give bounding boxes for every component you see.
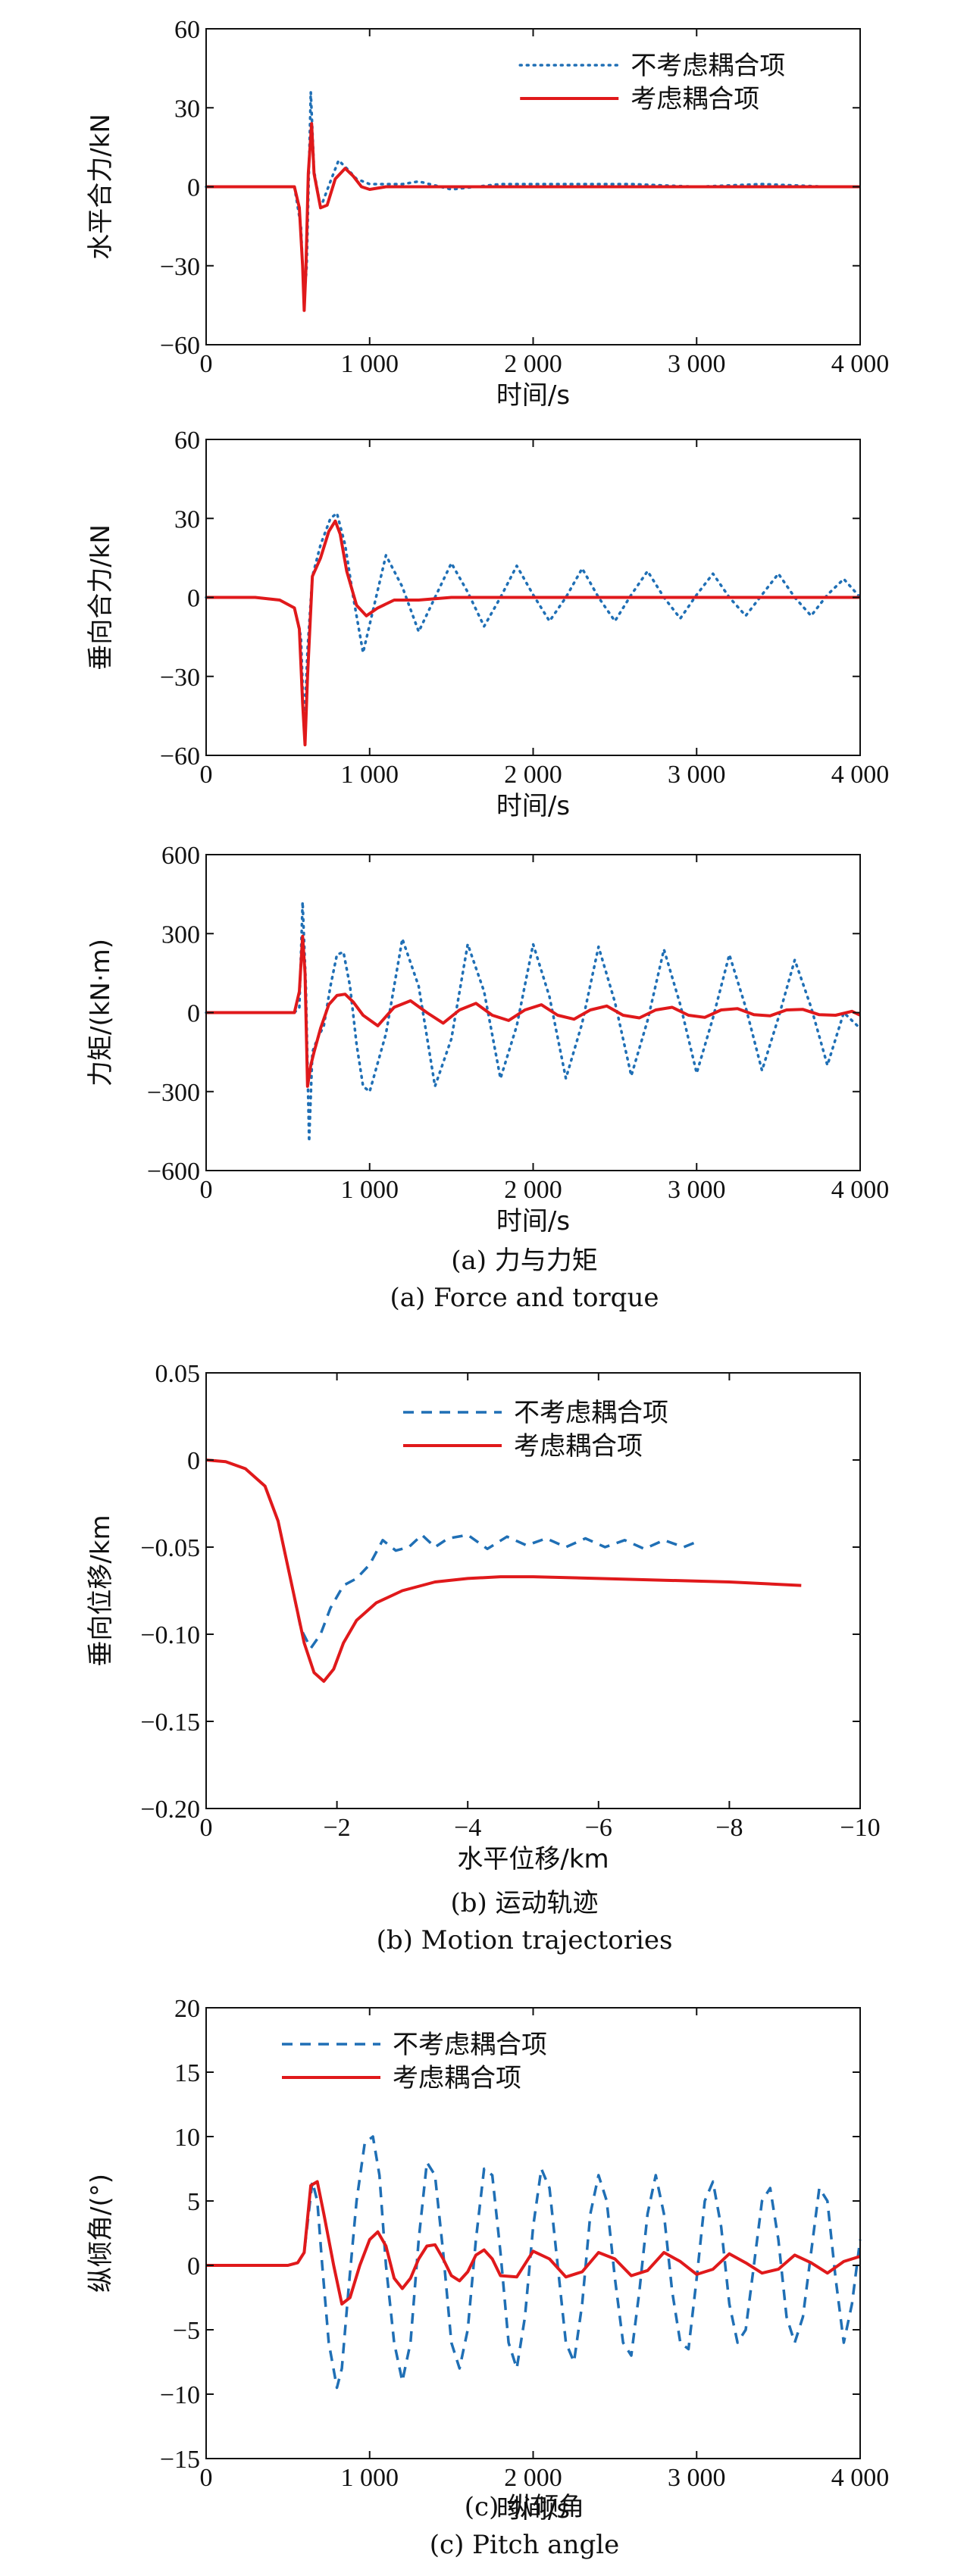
y-tick-label: −60 — [160, 742, 200, 771]
x-tick-label: 2 000 — [504, 1176, 562, 1204]
y-tick-label: −0.20 — [140, 1796, 200, 1824]
x-tick-label: 4 000 — [831, 350, 890, 378]
y-tick-label: −30 — [160, 253, 200, 281]
y-tick-label: 30 — [174, 95, 200, 123]
y-tick-label: 600 — [161, 842, 200, 870]
y-tick-label: 0 — [187, 174, 200, 202]
series-line-coupled — [206, 2180, 861, 2306]
x-tick-label: 4 000 — [831, 1176, 890, 1204]
series-line-uncoupled — [205, 1458, 697, 1650]
series-line-uncoupled — [206, 2135, 862, 2390]
y-axis-label: 力矩/(kN·m) — [86, 939, 116, 1086]
legend-label: 考虑耦合项 — [514, 1431, 643, 1462]
y-tick-label: 15 — [174, 2059, 200, 2087]
y-axis-label: 水平合力/kN — [86, 114, 116, 260]
y-tick-label: −15 — [160, 2446, 200, 2474]
caption-c-en: (c) Pitch angle — [430, 2530, 619, 2560]
x-tick-label: 0 — [200, 2464, 213, 2492]
y-tick-label: 0 — [187, 2252, 200, 2281]
x-axis-label: 时间/s — [496, 791, 570, 821]
y-tick-label: 60 — [174, 427, 200, 455]
x-tick-label: 0 — [200, 350, 213, 378]
caption-b-cn: (b) 运动轨迹 — [450, 1888, 598, 1918]
y-tick-label: 0 — [187, 585, 200, 613]
y-tick-label: −30 — [160, 664, 200, 692]
y-axis-label: 垂向合力/kN — [86, 524, 116, 671]
x-tick-label: 1 000 — [341, 1176, 399, 1204]
x-tick-label: 2 000 — [504, 2464, 562, 2492]
x-axis-label: 时间/s — [496, 2494, 570, 2524]
y-tick-label: −600 — [147, 1158, 200, 1186]
caption-b-en: (b) Motion trajectories — [377, 1925, 673, 1955]
x-tick-label: 4 000 — [831, 761, 890, 789]
legend-label: 考虑耦合项 — [393, 2063, 521, 2093]
y-tick-label: 20 — [174, 1995, 200, 2023]
y-axis-label: 纵倾角/(°) — [86, 2174, 116, 2293]
caption-a-cn: (a) 力与力矩 — [451, 1246, 598, 1276]
y-tick-label: −300 — [147, 1079, 200, 1107]
y-tick-label: −0.05 — [140, 1534, 200, 1562]
y-tick-label: 30 — [174, 505, 200, 533]
x-tick-label: −4 — [454, 1814, 481, 1842]
x-tick-label: −6 — [585, 1814, 612, 1842]
x-tick-label: 0 — [200, 761, 213, 789]
x-tick-label: −10 — [840, 1814, 880, 1842]
x-tick-label: 3 000 — [668, 2464, 726, 2492]
x-axis-label: 时间/s — [496, 380, 570, 411]
y-tick-label: 0 — [187, 1000, 200, 1028]
x-tick-label: 3 000 — [668, 350, 726, 378]
plot-frame — [205, 1372, 861, 1809]
y-tick-label: −0.15 — [140, 1708, 200, 1737]
x-tick-label: 3 000 — [668, 1176, 726, 1204]
series-line-coupled — [206, 519, 860, 747]
x-axis-label: 时间/s — [496, 1206, 570, 1236]
y-tick-label: −0.10 — [140, 1621, 200, 1649]
plot-frame — [205, 854, 861, 1171]
x-tick-label: −8 — [715, 1814, 743, 1842]
legend-label: 不考虑耦合项 — [514, 1398, 668, 1428]
x-tick-label: −2 — [324, 1814, 351, 1842]
series-line-coupled — [206, 934, 861, 1088]
chart-panel-c: 0 1 000 2 000 3 000 4 000 −15 −10 −5 0 5 10 15 20 时间/… — [86, 1995, 889, 2524]
x-tick-label: 1 000 — [341, 2464, 399, 2492]
y-tick-label: −10 — [160, 2381, 200, 2409]
caption-c-cn: (c) 纵倾角 — [465, 2492, 584, 2522]
y-tick-label: 0.05 — [155, 1360, 201, 1388]
y-tick-label: 10 — [174, 2124, 200, 2152]
y-axis-label: 垂向位移/km — [86, 1515, 116, 1666]
x-tick-label: 0 — [200, 1176, 213, 1204]
y-tick-label: 5 — [187, 2188, 200, 2216]
y-tick-label: 0 — [187, 1447, 200, 1475]
legend-label: 不考虑耦合项 — [631, 51, 785, 81]
series-line-coupled — [206, 122, 860, 312]
x-tick-label: 0 — [200, 1814, 213, 1842]
y-tick-label: −60 — [160, 332, 200, 360]
caption-a-en: (a) Force and torque — [390, 1283, 659, 1313]
x-axis-label: 水平位移/km — [457, 1844, 609, 1874]
x-tick-label: 1 000 — [341, 350, 399, 378]
y-tick-label: 60 — [174, 16, 200, 44]
x-tick-label: 4 000 — [831, 2464, 890, 2492]
legend-label: 不考虑耦合项 — [393, 2030, 547, 2060]
chart-panel-a3: 0 1 000 2 000 3 000 4 000 −600 −300 0 300 600 时间/s… — [86, 842, 889, 1236]
y-tick-label: −5 — [173, 2317, 200, 2345]
x-tick-label: 3 000 — [668, 761, 726, 789]
y-tick-label: 300 — [161, 921, 200, 949]
chart-panel-b: 0 −2 −4 −6 −8 −10 0.05 0 −0.05 −0.10 −0.15 −0.20 水平位… — [86, 1360, 881, 1874]
x-tick-label: 2 000 — [504, 761, 562, 789]
series-line-uncoupled — [205, 511, 862, 731]
legend-label: 考虑耦合项 — [631, 84, 759, 114]
x-tick-label: 1 000 — [341, 761, 399, 789]
chart-panel-a1: 0 1 000 2 000 3 000 4 000 −60 −30 0 30 60 时间/s 水平合力… — [86, 16, 889, 411]
chart-panel-a2: 0 1 000 2 000 3 000 4 000 −60 −30 0 30 60 时间/s 垂向合力… — [86, 427, 889, 821]
x-tick-label: 2 000 — [504, 350, 562, 378]
series-line-coupled — [205, 1458, 802, 1683]
